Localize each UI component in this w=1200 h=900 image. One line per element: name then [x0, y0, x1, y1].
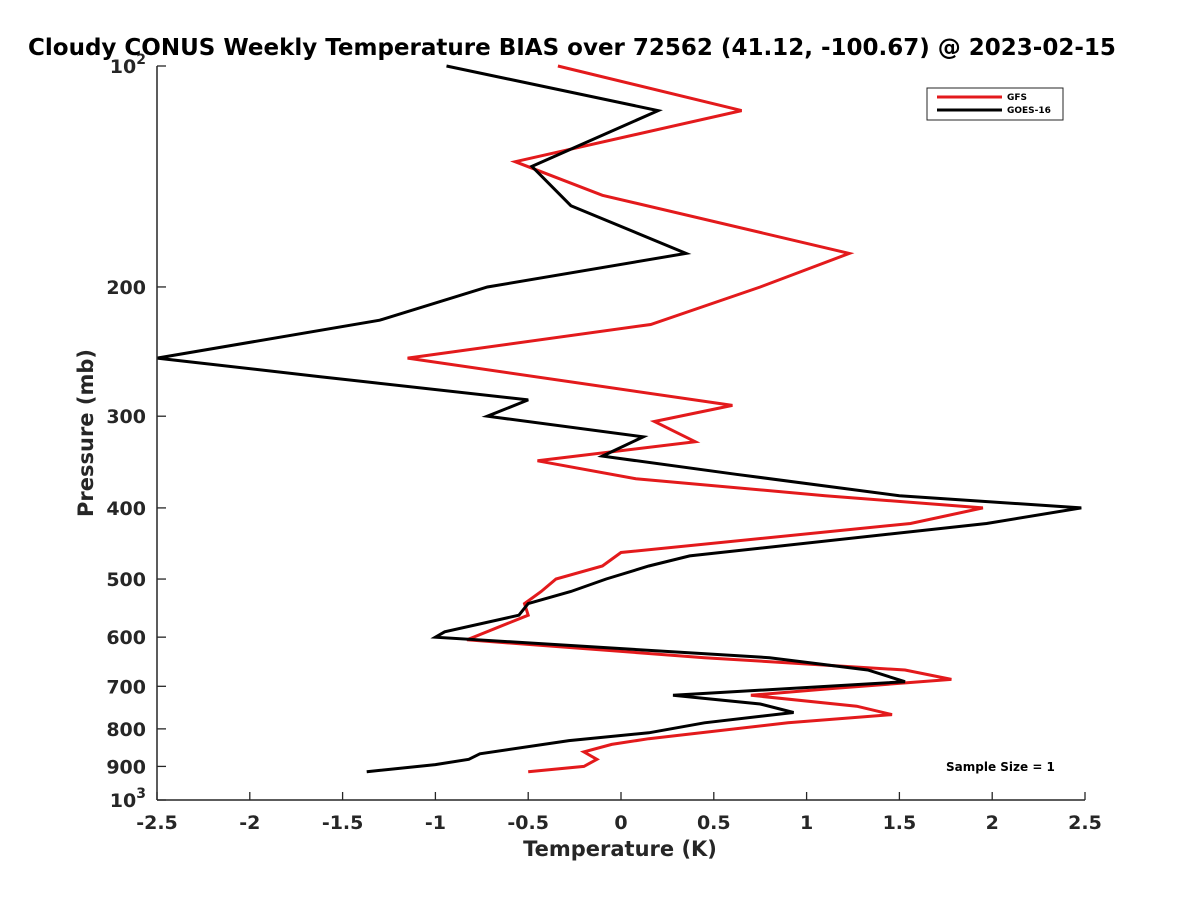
y-tick-label: 102: [110, 52, 146, 78]
x-tick-label: 0.5: [697, 812, 731, 834]
legend: GFS GOES-16: [926, 87, 1064, 121]
x-tick-label: -1: [425, 812, 446, 834]
legend-label: GOES-16: [1007, 106, 1051, 116]
x-tick-label: 1: [800, 812, 813, 834]
series-line-goes-16: [156, 64, 1082, 774]
x-tick-label: 1.5: [883, 812, 917, 834]
x-tick-label: 0: [614, 812, 627, 834]
y-tick-label: 400: [106, 498, 146, 520]
chart-title: Cloudy CONUS Weekly Temperature BIAS ove…: [28, 35, 1116, 61]
y-tick-label: 300: [106, 406, 146, 428]
y-tick-label: 700: [106, 676, 146, 698]
y-axis: 102 200 300 400 500 600 700 800 900 103: [106, 52, 166, 812]
y-tick-label: 900: [106, 756, 146, 778]
x-axis: -2.5 -2 -1.5 -1 -0.5 0 0.5 1 1.5 2 2.5: [136, 792, 1102, 834]
legend-box: [926, 87, 1064, 121]
y-tick-label: 103: [110, 786, 146, 812]
x-tick-label: -1.5: [322, 812, 364, 834]
y-tick-label: 600: [106, 627, 146, 649]
y-axis-label: Pressure (mb): [74, 349, 98, 517]
x-tick-label: -2: [239, 812, 260, 834]
y-tick-label: 800: [106, 719, 146, 741]
x-tick-label: -2.5: [136, 812, 178, 834]
x-tick-label: 2.5: [1068, 812, 1102, 834]
x-tick-label: -0.5: [507, 812, 549, 834]
plot-lines: [156, 64, 1082, 774]
sample-size-annotation: Sample Size = 1: [946, 760, 1055, 774]
y-tick-label: 500: [106, 569, 146, 591]
legend-label: GFS: [1007, 93, 1027, 103]
x-axis-label: Temperature (K): [523, 837, 717, 861]
y-tick-label: 200: [106, 277, 146, 299]
y-axis-line: [156, 66, 158, 800]
series-line-gfs: [407, 64, 984, 774]
x-tick-label: 2: [986, 812, 999, 834]
